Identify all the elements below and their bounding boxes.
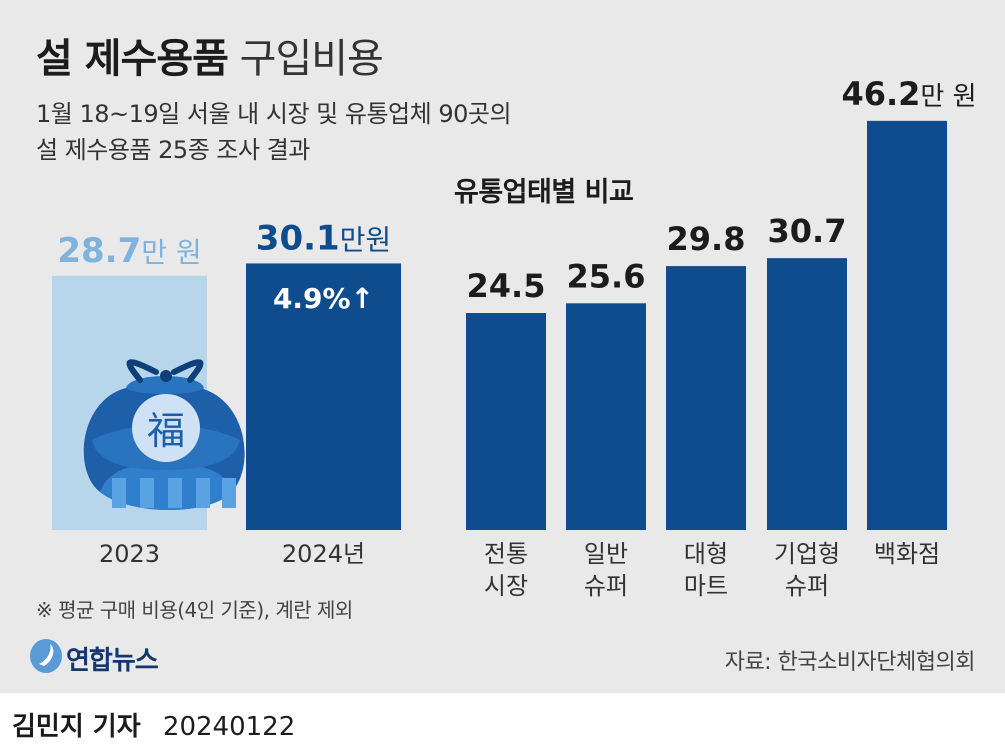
increase-annotation: 4.9%↑ <box>273 282 374 315</box>
year-bar-2024년 <box>246 263 401 530</box>
channel-axis-label: 슈퍼 <box>785 572 829 600</box>
title-light: 구입비용 <box>239 36 384 82</box>
year-value-label: 28.7만 원 <box>57 231 201 271</box>
channel-axis-label: 대형 <box>684 540 728 568</box>
bag-tie <box>126 359 204 383</box>
section-title: 유통업태별 비교 <box>454 177 634 208</box>
subtitle-line-1: 1월 18~19일 서울 내 시장 및 유통업체 90곳의 <box>36 100 512 128</box>
channel-value-label: 29.8 <box>667 220 746 258</box>
channel-axis-label: 백화점 <box>874 540 940 568</box>
page-title: 설 제수용품 구입비용 <box>36 26 384 84</box>
reporter-name: 김민지 기자 <box>12 712 141 742</box>
channel-axis-label: 슈퍼 <box>584 572 628 600</box>
year-value-label: 30.1만원 <box>256 218 391 258</box>
subtitle-line-2: 설 제수용품 25종 조사 결과 <box>36 136 310 164</box>
logo-text: 연합뉴스 <box>66 646 159 676</box>
bag-medallion <box>132 394 200 462</box>
year-axis-label: 2024년 <box>282 540 365 568</box>
channel-axis-label: 시장 <box>484 572 528 600</box>
channel-bar-4 <box>867 120 947 531</box>
source-note: 자료: 한국소비자단체협의회 <box>724 650 976 675</box>
title-bold: 설 제수용품 <box>36 36 229 82</box>
publish-date: 20240122 <box>162 712 296 742</box>
footnote: ※ 평균 구매 비용(4인 기준), 계란 제외 <box>36 598 353 622</box>
channel-axis-label: 기업형 <box>774 540 840 568</box>
channel-bar-3 <box>767 258 847 530</box>
bag-stripe <box>222 478 236 508</box>
channel-axis-label: 마트 <box>684 572 728 600</box>
channel-value-label: 25.6 <box>567 257 646 295</box>
channel-axis-label: 일반 <box>584 540 628 568</box>
bag-stripe <box>140 478 154 508</box>
channel-value-label: 24.5 <box>467 267 546 305</box>
bag-glyph: 福 <box>147 409 185 453</box>
channel-value-label: 46.2만 원 <box>841 75 976 113</box>
bag-stripe <box>196 478 210 508</box>
yonhap-logo-icon <box>30 639 62 673</box>
bag-neck <box>126 376 204 394</box>
byline: 김민지 기자 20240122 <box>12 706 295 743</box>
bag-knot <box>160 370 172 382</box>
channel-axis-label: 전통 <box>484 540 528 568</box>
year-axis-label: 2023 <box>99 540 160 568</box>
channel-bar-1 <box>566 303 646 530</box>
lucky-bag-icon: 福 <box>83 359 245 510</box>
channel-value-label: 30.7 <box>768 212 847 250</box>
bag-stripe <box>168 478 182 508</box>
bag-stripe <box>112 478 126 508</box>
channel-bar-2 <box>666 266 746 530</box>
channel-bar-0 <box>466 313 546 530</box>
